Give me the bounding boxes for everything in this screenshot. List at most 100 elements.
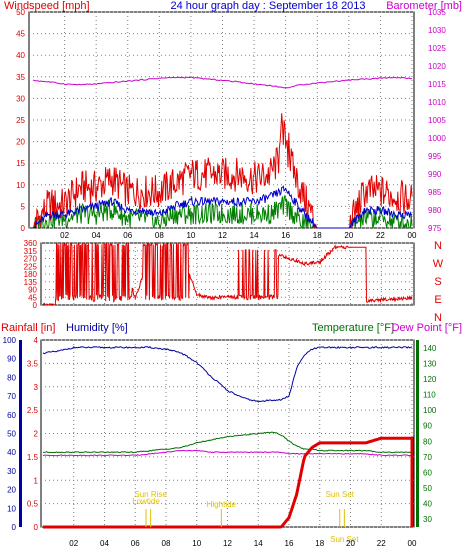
windspeed-tick-label: 15 [16,159,25,168]
temperature-tick-label: 40 [423,500,432,509]
direction-tick-label: 0 [33,301,38,310]
temperature-tick-label: 100 [423,406,437,415]
direction-panel-series [42,241,413,307]
rainfall-tick-label: 1 [34,476,39,485]
compass-label: W [433,258,444,270]
direction-tick-label: 270 [24,255,38,264]
wind-panel-x-ticks: 02 04 06 08 10 12 14 16 18 20 22 00 [60,231,417,240]
x-tick-label: 20 [344,231,353,240]
x-tick-label: 00 [408,231,417,240]
direction-tick-label: 180 [24,270,38,279]
rainfall-tick-label: 2 [34,430,39,439]
compass-label: E [434,294,441,306]
humidity-axis-ticks: 0 10 20 30 40 50 60 70 80 90 100 [3,336,17,532]
annotation-label: Hightide [207,500,237,509]
barometer-tick-label: 985 [428,188,442,197]
barometer-tick-label: 1035 [428,8,446,17]
humidity-tick-label: 40 [7,448,16,457]
windspeed-axis-ticks: 0 5 10 15 20 25 30 35 40 45 50 [16,8,25,233]
x-tick-label: 12 [218,231,227,240]
x-tick-label: 08 [155,231,164,240]
humidity-tick-label: 30 [7,467,16,476]
windspeed-tick-label: 40 [16,51,25,60]
temperature-tick-label: 120 [423,375,437,384]
x-tick-label: 00 [408,539,417,548]
direction-tick-label: 225 [24,262,38,271]
humidity-tick-label: 20 [7,486,16,495]
direction-tick-label: 45 [28,293,37,302]
x-tick-label: 04 [100,539,109,548]
x-tick-label: 02 [60,231,69,240]
rainfall-tick-label: 3 [34,383,39,392]
temperature-axis-bar [416,340,419,527]
direction-tick-label: 315 [24,247,38,256]
dewpoint-label: Dew Point [°F] [392,322,462,334]
x-tick-label: 06 [123,231,132,240]
humidity-tick-label: 100 [3,336,17,345]
temperature-tick-label: 110 [423,391,436,400]
direction-series-line [42,241,413,307]
compass-label: N [434,312,442,324]
x-tick-label: 20 [346,539,355,548]
barometer-tick-label: 1025 [428,44,446,53]
humidity-tick-label: 80 [7,373,16,382]
temperature-series-line [42,431,412,454]
humidity-series-line [42,346,413,403]
direction-tick-label: 90 [28,286,37,295]
dewpoint-series-line [42,449,413,457]
barometer-tick-label: 975 [428,224,442,233]
temperature-tick-label: 60 [423,468,432,477]
rainfall-tick-label: 2.5 [27,406,39,415]
direction-tick-label: 135 [24,278,38,287]
average-series-line [32,185,413,229]
chart-title: 24 hour graph day : September 18 2013 [170,0,365,12]
x-tick-label: 04 [92,231,101,240]
barometer-tick-label: 995 [428,152,442,161]
windspeed-tick-label: 30 [16,94,25,103]
barometer-tick-label: 1020 [428,62,446,71]
humidity-tick-label: 0 [12,523,17,532]
barometer-tick-label: 1010 [428,98,446,107]
temperature-tick-label: 30 [423,515,432,524]
x-tick-label: 14 [254,539,263,548]
annotation-label: Sun Rise [134,490,167,499]
temperature-label: Temperature [°F] [312,322,394,334]
temperature-tick-label: 90 [423,422,432,431]
windspeed-tick-label: 35 [16,73,25,82]
humidity-label: Humidity [%] [66,322,128,334]
rainfall-tick-label: 0 [34,523,39,532]
x-tick-label: 02 [69,539,78,548]
x-tick-label: 10 [186,231,195,240]
windspeed-tick-label: 45 [16,30,25,39]
windspeed-label: Windspeed [mph] [4,0,90,12]
humidity-axis-bar [19,340,22,527]
direction-tick-label: 360 [24,239,38,248]
temperature-tick-label: 50 [423,484,432,493]
rainfall-series-line [43,436,414,529]
barometer-tick-label: 1000 [428,134,446,143]
windspeed-tick-label: 5 [21,202,26,211]
climate-panel-x-ticks: 02 04 06 08 10 12 14 16 18 20 22 00 [69,539,417,548]
rainfall-tick-label: 0.5 [27,500,39,509]
windspeed-tick-label: 50 [16,8,25,17]
climate-panel-series [42,346,414,529]
temperature-tick-label: 70 [423,453,432,462]
rainfall-label: Rainfall [in] [1,322,55,334]
x-tick-label: 08 [162,539,171,548]
barometer-label: Barometer [mb] [386,0,462,12]
wind-panel-series [32,76,413,230]
x-tick-label: 22 [377,539,386,548]
windspeed-tick-label: 25 [16,116,25,125]
temperature-tick-label: 130 [423,359,437,368]
barometer-tick-label: 1030 [428,26,446,35]
compass-label: N [434,240,442,252]
temperature-tick-label: 140 [423,344,437,353]
compass-label: S [434,276,441,288]
x-tick-label: 22 [376,231,385,240]
x-tick-label: 10 [192,539,201,548]
x-tick-label: 06 [131,539,140,548]
x-tick-label: 18 [313,231,322,240]
